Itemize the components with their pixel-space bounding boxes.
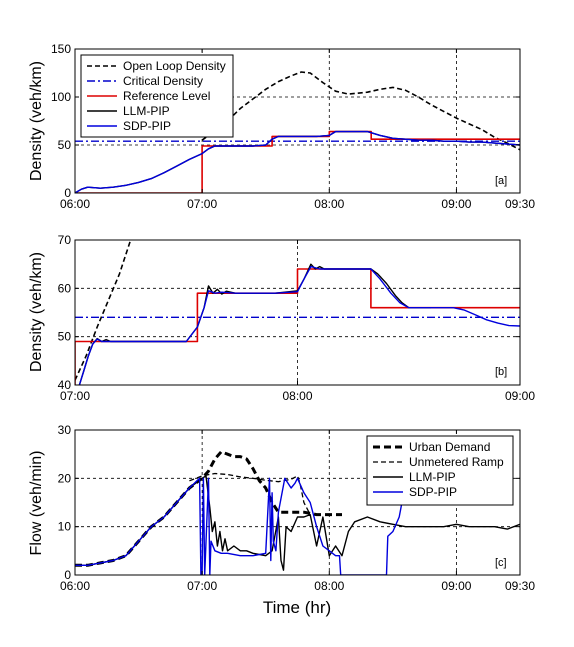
legend-entry: Open Loop Density xyxy=(123,59,226,73)
panel-a-plot-area xyxy=(74,48,521,194)
y-tick-label: 50 xyxy=(58,330,72,344)
y-tick-label: 0 xyxy=(64,568,71,582)
series-line-open-loop-density xyxy=(201,71,520,151)
series-line-unmetered-ramp xyxy=(189,472,311,515)
legend-entry: LLM-PIP xyxy=(409,470,456,484)
panel-a-series xyxy=(75,71,520,193)
panel-a-annotation: [a] xyxy=(495,175,507,187)
legend-entry: SDP-PIP xyxy=(123,119,171,133)
panel-b-ticks: 07:00 08:00 09:00 40 50 60 70 xyxy=(58,233,536,403)
panel-a: 06:00 07:00 08:00 09:00 09:30 0 50 100 150 Densi… xyxy=(28,42,535,211)
legend-box xyxy=(366,435,514,506)
panel-c-series xyxy=(75,450,520,575)
y-tick-label: 60 xyxy=(58,281,72,295)
panel-c: 06:00 07:00 08:00 09:00 09:30 0 10 20 30 Flow (v… xyxy=(28,423,535,593)
panel-c-plot-area xyxy=(74,429,521,576)
legend-entry: Reference Level xyxy=(123,89,210,103)
panel-b-series xyxy=(75,240,520,385)
x-tick-label: 06:00 xyxy=(60,197,90,211)
y-tick-label: 70 xyxy=(58,233,72,247)
x-tick-label: 09:00 xyxy=(505,389,535,403)
panel-b-annotation: [b] xyxy=(495,366,507,378)
legend-entry: Critical Density xyxy=(123,74,203,88)
legend-entry: SDP-PIP xyxy=(409,485,457,499)
panel-c-annotation: [c] xyxy=(495,557,507,569)
panel-b-grid xyxy=(75,240,520,385)
y-tick-label: 10 xyxy=(58,520,72,534)
y-tick-label: 30 xyxy=(58,423,72,437)
y-tick-label: 100 xyxy=(51,90,71,104)
series-line-open-loop-density xyxy=(75,240,132,381)
x-tick-label: 07:00 xyxy=(187,197,217,211)
legend-entry: Urban Demand xyxy=(409,440,490,454)
panel-b-ylabel: Density (veh/km) xyxy=(28,252,45,372)
y-tick-label: 0 xyxy=(64,186,71,200)
series-line-sdp-pip xyxy=(75,477,407,575)
x-tick-label: 09:00 xyxy=(441,579,471,593)
x-tick-label: 09:30 xyxy=(505,197,535,211)
series-line-sdp-pip xyxy=(78,265,520,385)
series-line-llm-pip xyxy=(78,263,431,385)
panel-b: 07:00 08:00 09:00 40 50 60 70 Density (veh/km)… xyxy=(28,233,535,403)
y-tick-label: 20 xyxy=(58,471,72,485)
panel-c-ticks: 06:00 07:00 08:00 09:00 09:30 0 10 20 30 xyxy=(58,423,536,593)
x-tick-label: 08:00 xyxy=(314,197,344,211)
series-line-sdp-pip xyxy=(75,130,520,193)
x-tick-label: 06:00 xyxy=(60,579,90,593)
x-tick-label: 08:00 xyxy=(314,579,344,593)
series-line-urban-demand xyxy=(75,450,342,567)
x-tick-label: 09:00 xyxy=(441,197,471,211)
x-tick-label: 07:00 xyxy=(60,389,90,403)
x-tick-label: 08:00 xyxy=(282,389,312,403)
panel-c-ylabel: Flow (veh/min) xyxy=(28,451,45,556)
y-tick-label: 40 xyxy=(58,378,72,392)
legend-entry: Unmetered Ramp xyxy=(409,455,504,469)
legend-entry: LLM-PIP xyxy=(123,104,170,118)
panel-a-ylabel: Density (veh/km) xyxy=(28,61,45,181)
x-tick-label: 09:30 xyxy=(505,579,535,593)
panel-a-ticks: 06:00 07:00 08:00 09:00 09:30 0 50 100 150 xyxy=(51,42,535,211)
x-tick-label: 07:00 xyxy=(187,579,217,593)
x-axis-label: Time (hr) xyxy=(263,598,331,617)
y-tick-label: 50 xyxy=(58,138,72,152)
y-tick-label: 150 xyxy=(51,42,71,56)
